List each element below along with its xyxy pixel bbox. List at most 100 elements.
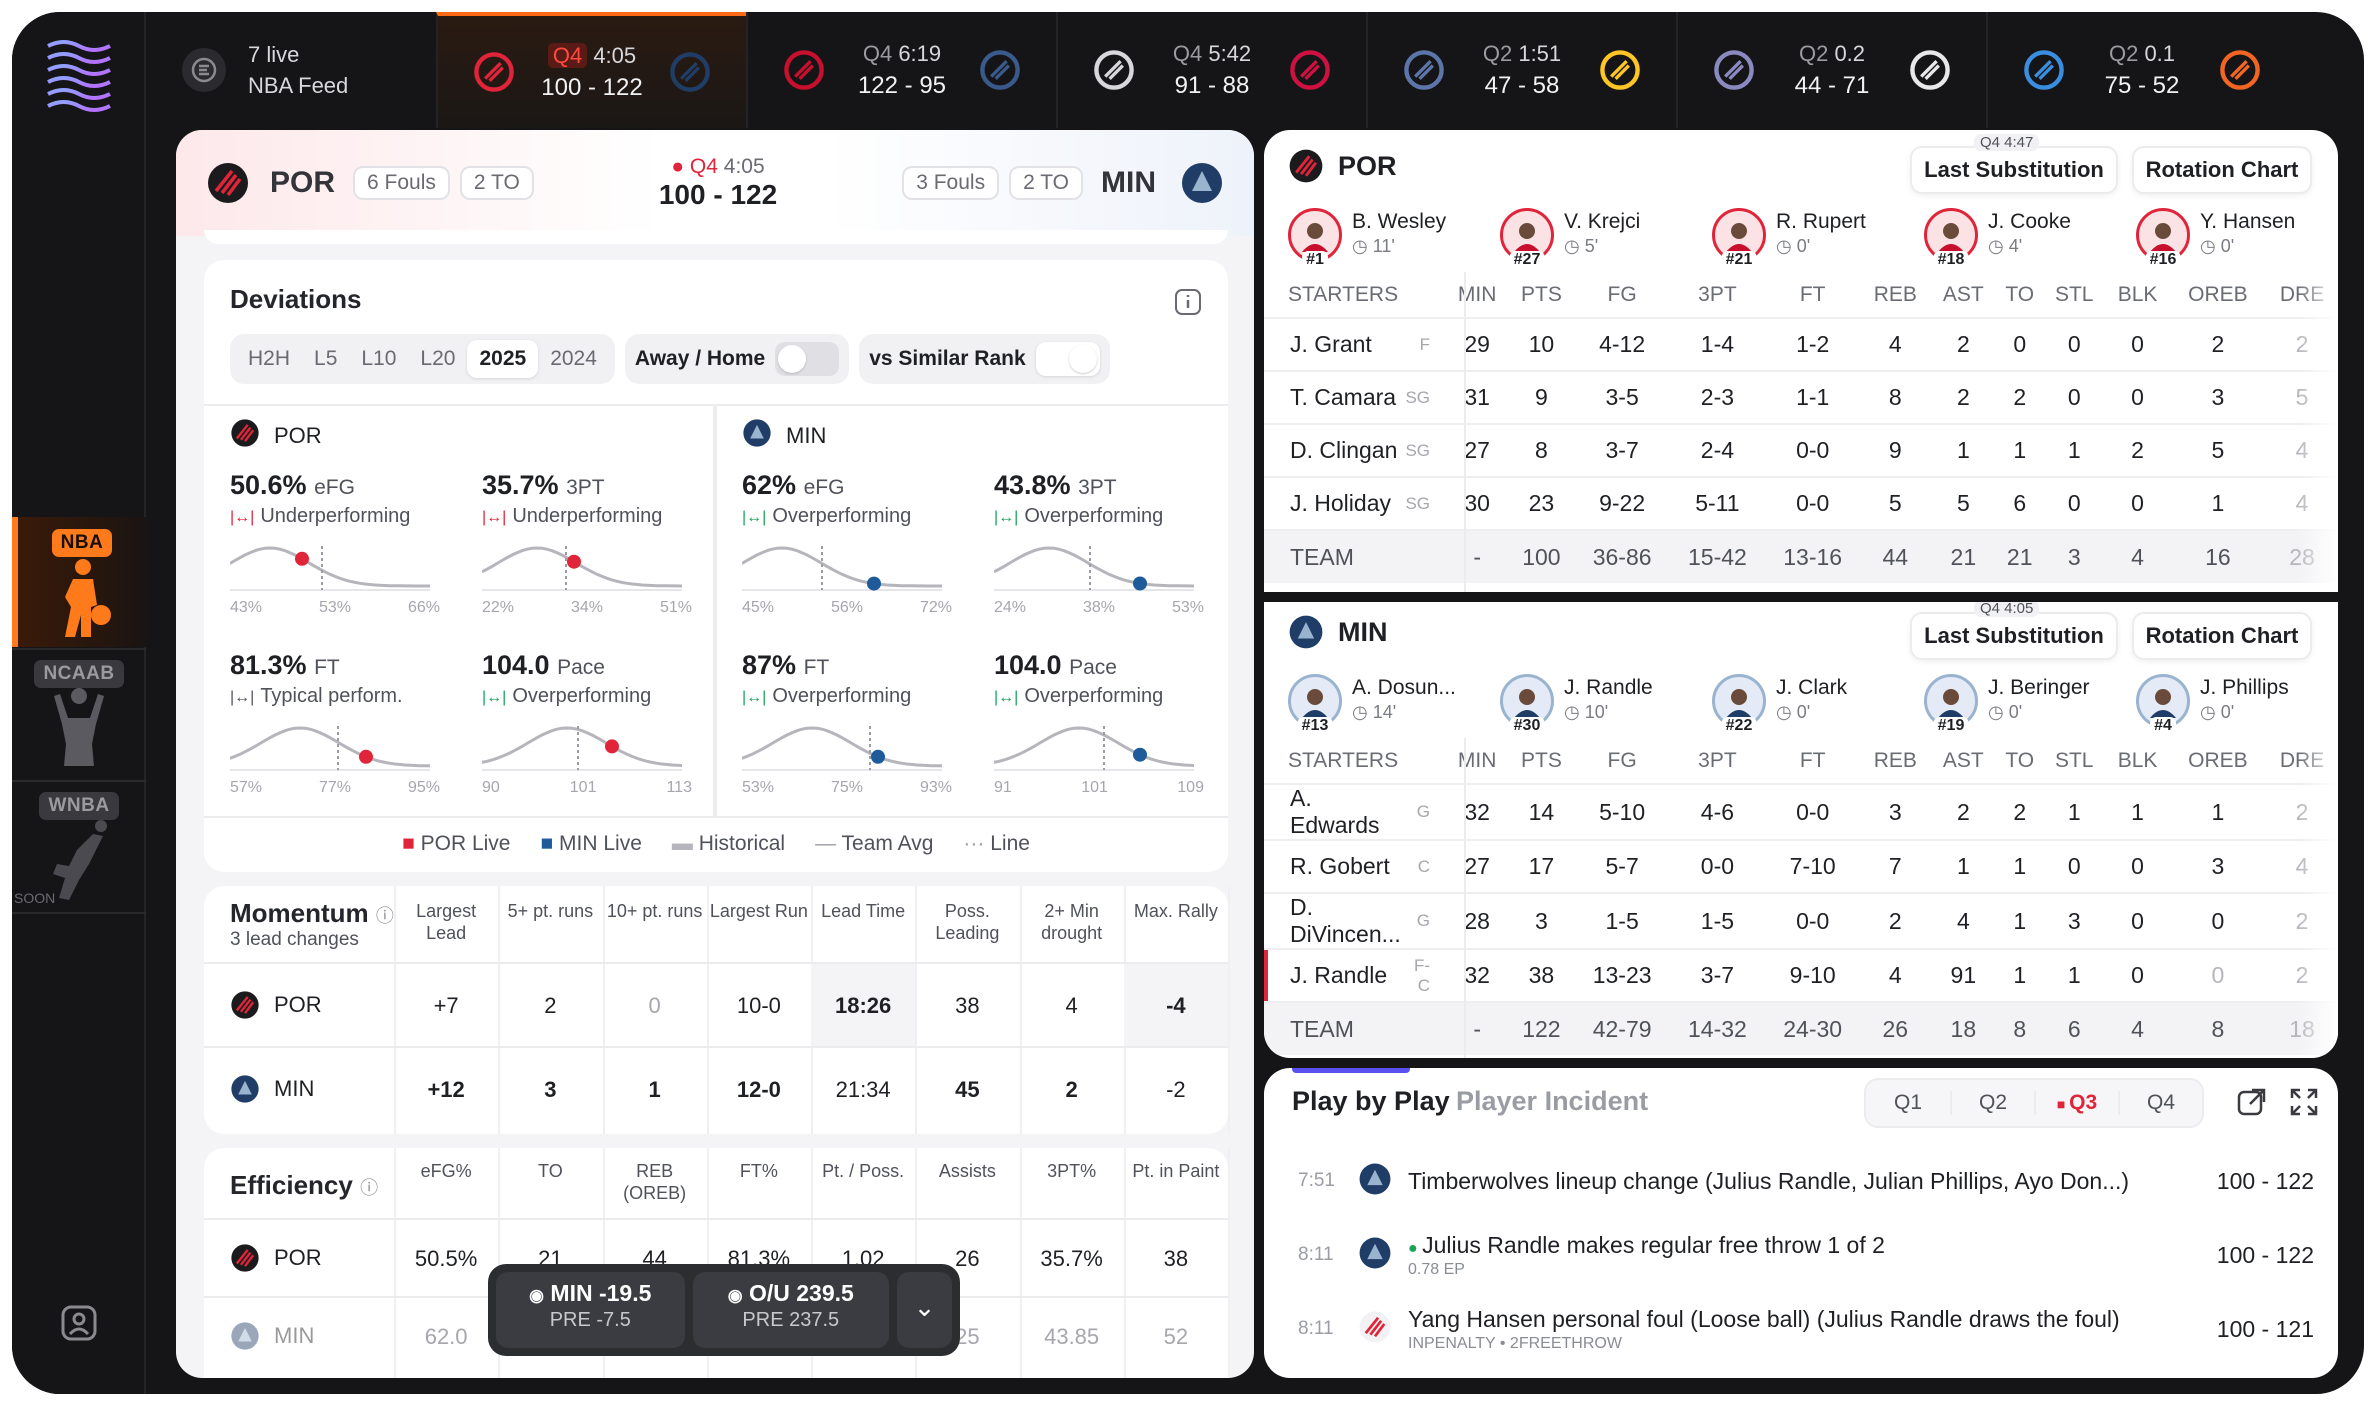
info-icon[interactable] <box>1174 288 1202 316</box>
column-header: FT <box>1799 282 1826 306</box>
last-substitution-button[interactable]: Last Substitution <box>1910 612 2118 660</box>
divider <box>498 886 501 1134</box>
league-ncaab[interactable]: NCAAB <box>12 652 146 778</box>
on-court-player[interactable]: #30 J. Randle ◷ 10' <box>1500 674 1700 735</box>
on-court-player[interactable]: #18 J. Cooke ◷ 4' <box>1924 208 2124 269</box>
stat-cell: 44 <box>1860 529 1931 583</box>
range-option[interactable]: H2H <box>248 347 291 370</box>
column-header: Largest Run <box>709 901 808 921</box>
deviation-metric[interactable]: 35.7% 3PT |↔| Underperforming 22% 34% 51% <box>481 470 692 617</box>
on-court-player[interactable]: #16 Y. Hansen ◷ 0' <box>2136 208 2336 269</box>
on-court-player[interactable]: #19 J. Beringer ◷ 0' <box>1924 674 2124 735</box>
curve-tick: 101 <box>1081 779 1108 796</box>
play-event[interactable]: 8:11 Yang Hansen personal foul (Loose bal… <box>1264 1296 2338 1362</box>
app-logo-icon[interactable] <box>44 36 114 116</box>
ticker-game[interactable]: Q2 0.2 44 - 71 <box>1676 12 1986 128</box>
deviation-metric[interactable]: 50.6% eFG |↔| Underperforming 43% 53% 66% <box>229 470 440 617</box>
info-icon[interactable]: ⓘ <box>375 906 394 926</box>
quarter-tab[interactable]: Q1 <box>1893 1091 1922 1114</box>
player-minutes: ◷ 4' <box>1988 236 2023 256</box>
tab-player-incident[interactable]: Player Incident <box>1456 1086 1649 1116</box>
range-option[interactable]: L10 <box>361 347 397 370</box>
tab-play-by-play[interactable]: Play by Play <box>1292 1086 1450 1116</box>
similar-rank-toggle[interactable] <box>1035 342 1100 376</box>
away-home-toggle[interactable] <box>775 342 840 376</box>
legend-item: — Team Avg <box>815 832 934 855</box>
deviation-metric[interactable]: 43.8% 3PT |↔| Overperforming 24% 38% 53% <box>993 470 1204 617</box>
curve-tick: 113 <box>666 779 692 796</box>
stat-cell: 0 <box>2105 839 2170 893</box>
range-option[interactable]: 2025 <box>467 340 539 378</box>
home-team-abbr: POR <box>270 166 336 199</box>
profile-icon[interactable] <box>58 1302 100 1344</box>
stat-cell: 0 <box>2105 317 2170 371</box>
deviation-status-icon: |↔| <box>482 509 507 526</box>
deviation-metric[interactable]: 62% eFG |↔| Overperforming 45% 56% 72% <box>741 470 952 617</box>
play-event[interactable]: 8:11 ● Julius Randle makes regular free t… <box>1264 1222 2338 1288</box>
nba-feed[interactable]: 7 live NBA Feed <box>148 12 436 128</box>
deviation-metric[interactable]: 87% FT |↔| Overperforming 53% 75% 93% <box>741 650 952 797</box>
legend-item: ▬ Historical <box>671 832 786 855</box>
player-position: C <box>1404 839 1446 893</box>
expand-icon[interactable] <box>2288 1086 2320 1118</box>
range-option[interactable]: L5 <box>314 347 338 370</box>
player-minutes: ◷ 10' <box>1564 702 1609 722</box>
player-name: V. Krejci <box>1564 210 1641 233</box>
on-court-player[interactable]: #21 R. Rupert ◷ 0' <box>1712 208 1912 269</box>
range-option[interactable]: 2024 <box>550 347 597 370</box>
blazers-icon <box>474 52 514 92</box>
stat-cell: 3 <box>2169 370 2267 424</box>
divider <box>1464 272 1466 592</box>
total-odds[interactable]: ◉ O/U 239.5 PRE 237.5 <box>692 1272 889 1348</box>
deviation-team-header: POR <box>230 418 322 454</box>
deviation-metric[interactable]: 104.0 Pace |↔| Overperforming 91 101 109 <box>993 650 1204 797</box>
quarter-tab[interactable]: ■ Q3 <box>2034 1091 2118 1115</box>
range-option[interactable]: L20 <box>420 347 456 370</box>
ticker-game[interactable]: Q4 4:05 100 - 122 <box>436 12 746 128</box>
rotation-chart-button[interactable]: Rotation Chart <box>2132 612 2312 660</box>
league-wnba[interactable]: WNBA SOON <box>12 784 146 910</box>
divider <box>1019 1148 1022 1378</box>
stat-cell: 2 <box>2169 317 2267 371</box>
game-header: POR 6 Fouls 2 TO ● Q4 4:05 100 - 122 3 F… <box>176 130 1254 236</box>
spread-odds[interactable]: ◉ MIN -19.5 PRE -7.5 <box>496 1272 685 1348</box>
rotation-chart-button[interactable]: Rotation Chart <box>2132 146 2312 194</box>
quarter-tab[interactable]: Q2 <box>1950 1091 2034 1115</box>
curve-tick: 53% <box>318 599 352 616</box>
ticker-score-block: Q4 6:19 122 - 95 <box>858 38 946 102</box>
league-nba[interactable]: NBA <box>12 517 146 647</box>
deviation-metric[interactable]: 81.3% FT |↔| Typical perform. 57% 77% 95% <box>229 650 440 797</box>
ticker-game[interactable]: Q2 0.1 75 - 52 <box>1986 12 2296 128</box>
stat-cell: 3 <box>2043 892 2106 949</box>
on-court-player[interactable]: #13 A. Dosun... ◷ 14' <box>1288 674 1488 735</box>
ticker-score: 75 - 52 <box>2104 72 2180 99</box>
legend-item: ■ MIN Live <box>540 832 642 855</box>
ticker-game[interactable]: Q4 6:19 122 - 95 <box>746 12 1056 128</box>
player-name: J. Randle <box>1264 948 1404 1002</box>
stat-cell: 1 <box>2043 783 2106 840</box>
ticker-game[interactable]: Q4 5:42 91 - 88 <box>1056 12 1366 128</box>
on-court-player[interactable]: #22 J. Clark ◷ 0' <box>1712 674 1912 735</box>
on-court-player[interactable]: #4 J. Phillips ◷ 0' <box>2136 674 2336 735</box>
ticker-game[interactable]: Q2 1:51 47 - 58 <box>1366 12 1676 128</box>
event-time: 8:11 <box>1298 1244 1334 1265</box>
box-team-header: MIN <box>1288 614 1388 650</box>
quarter-tab[interactable]: Q4 <box>2118 1091 2202 1115</box>
external-link-icon[interactable] <box>2236 1086 2268 1118</box>
chevron-down-icon[interactable]: ⌄ <box>897 1272 952 1348</box>
deviation-metric[interactable]: 104.0 Pace |↔| Overperforming 90 101 113 <box>481 650 692 797</box>
stat-cell: 5-7 <box>1574 839 1670 893</box>
info-icon[interactable]: ⓘ <box>360 1178 379 1198</box>
play-event[interactable]: 7:51 Timberwolves lineup change (Julius R… <box>1264 1148 2338 1214</box>
last-substitution-button[interactable]: Last Substitution <box>1910 146 2118 194</box>
on-court-player[interactable]: #27 V. Krejci ◷ 5' <box>1500 208 1700 269</box>
on-court-player[interactable]: #1 B. Wesley ◷ 11' <box>1288 208 1488 269</box>
